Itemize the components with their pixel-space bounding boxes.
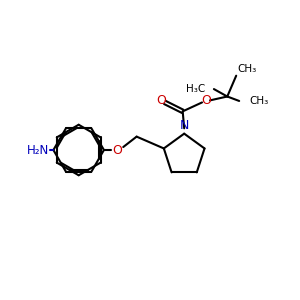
Text: H₂N: H₂N	[27, 143, 49, 157]
Text: O: O	[112, 143, 122, 157]
Text: N: N	[179, 119, 189, 132]
Text: CH₃: CH₃	[250, 96, 269, 106]
Text: H₃C: H₃C	[186, 84, 205, 94]
Text: CH₃: CH₃	[238, 64, 257, 74]
Text: O: O	[156, 94, 166, 107]
Text: O: O	[201, 94, 211, 107]
